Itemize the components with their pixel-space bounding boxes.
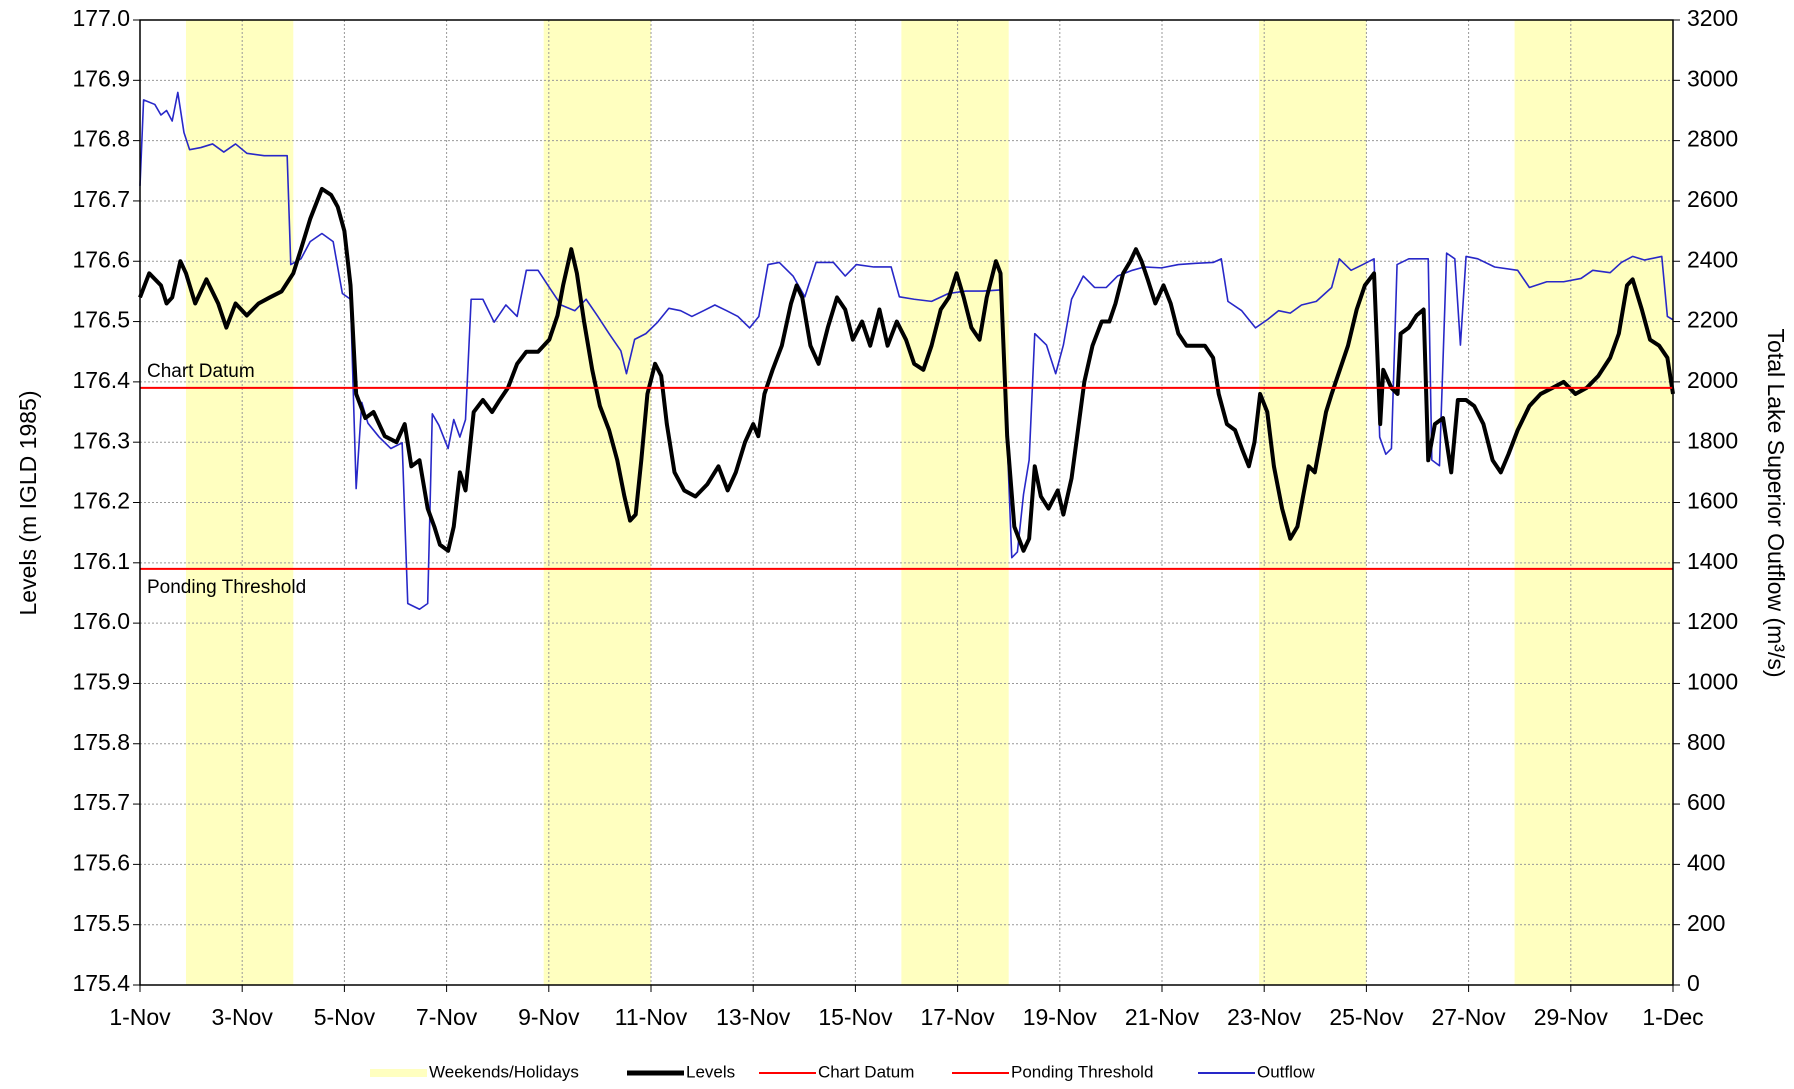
y2-tick-label: 3200 [1687,5,1738,31]
shaded-range [185,20,294,985]
y2-tick-label: 2000 [1687,367,1738,393]
x-tick-label: 1-Nov [109,1004,171,1030]
x-tick-label: 9-Nov [518,1004,580,1030]
x-tick-label: 1-Dec [1642,1004,1703,1030]
y2-tick-label: 1200 [1687,608,1738,634]
reference-label: Ponding Threshold [147,577,306,598]
reference-label: Chart Datum [147,361,255,382]
y-tick-label: 175.8 [72,729,130,755]
y2-tick-label: 1600 [1687,488,1738,514]
y2-tick-label: 600 [1687,789,1725,815]
legend-label: Chart Datum [818,1062,914,1081]
y2-tick-label: 2400 [1687,246,1738,272]
y-tick-label: 176.6 [72,246,130,272]
x-tick-label: 21-Nov [1125,1004,1200,1030]
x-tick-label: 29-Nov [1534,1004,1609,1030]
y-tick-label: 176.4 [72,367,130,393]
x-tick-label: 7-Nov [416,1004,478,1030]
legend-label: Outflow [1257,1062,1315,1081]
y-tick-label: 176.1 [72,548,130,574]
y2-tick-label: 1000 [1687,669,1738,695]
y-tick-label: 175.5 [72,910,130,936]
legend-label: Ponding Threshold [1011,1062,1153,1081]
y2-tick-label: 200 [1687,910,1725,936]
y-tick-label: 176.2 [72,488,130,514]
series-line [139,91,1674,611]
x-tick-label: 27-Nov [1432,1004,1507,1030]
x-tick-label: 23-Nov [1227,1004,1302,1030]
x-tick-label: 13-Nov [716,1004,791,1030]
x-tick-label: 17-Nov [921,1004,996,1030]
x-tick-label: 15-Nov [818,1004,893,1030]
x-tick-label: 25-Nov [1329,1004,1404,1030]
x-tick-label: 3-Nov [212,1004,274,1030]
y2-tick-label: 2600 [1687,186,1738,212]
y-tick-label: 176.3 [72,427,130,453]
shaded-range [901,20,1009,985]
legend-label: Levels [686,1062,735,1081]
y-tick-label: 175.7 [72,789,130,815]
y2-tick-label: 2200 [1687,307,1738,333]
y-tick-label: 176.8 [72,126,130,152]
y2-tick-label: 0 [1687,970,1700,996]
series-line [138,186,1675,553]
y2-tick-label: 2800 [1687,126,1738,152]
legend-label: Weekends/Holidays [429,1062,579,1081]
y2-axis-title: Total Lake Superior Outflow (m³/s) [1763,329,1789,678]
y-axis-title: Levels (m IGLD 1985) [15,391,41,616]
y-tick-label: 176.9 [72,65,130,91]
x-tick-label: 19-Nov [1023,1004,1098,1030]
y-tick-label: 177.0 [72,5,130,31]
y-tick-label: 175.9 [72,669,130,695]
y-tick-label: 175.6 [72,849,130,875]
y2-tick-label: 1800 [1687,427,1738,453]
plot-frame [139,19,1674,986]
x-tick-label: 5-Nov [314,1004,376,1030]
y2-tick-label: 800 [1687,729,1725,755]
y-tick-label: 176.7 [72,186,130,212]
x-tick-label: 11-Nov [615,1004,688,1030]
y-tick-label: 176.0 [72,608,130,634]
y-tick-label: 175.4 [72,970,130,996]
y2-tick-label: 3000 [1687,65,1738,91]
y2-tick-label: 1400 [1687,548,1738,574]
y2-tick-label: 400 [1687,849,1725,875]
y-tick-label: 176.5 [72,307,130,333]
